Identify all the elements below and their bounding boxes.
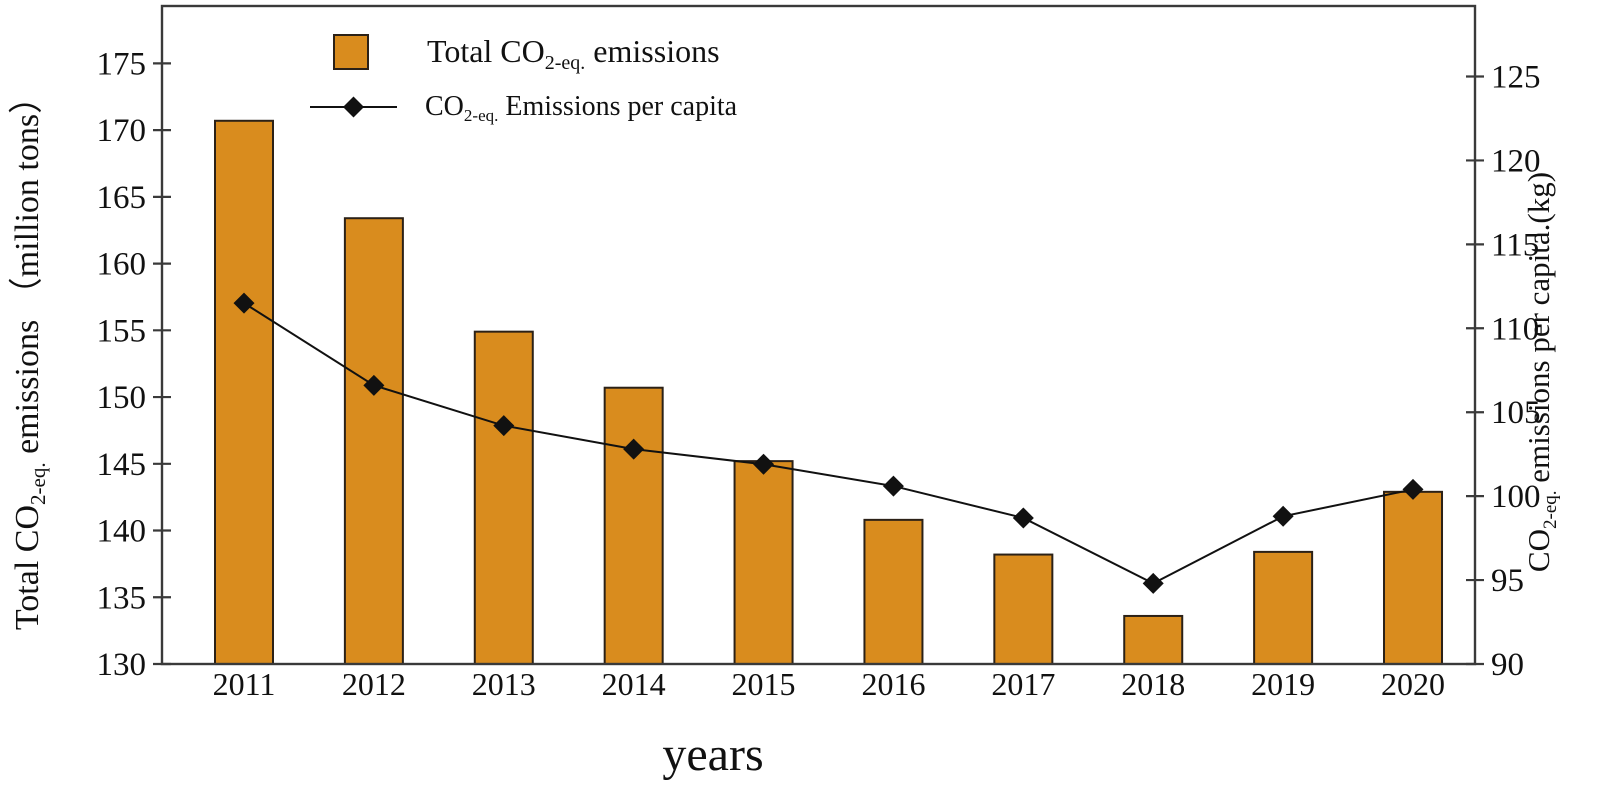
year-label-2015: 2015: [732, 666, 796, 702]
bar-2019: [1253, 550, 1314, 665]
bar-2012: [343, 217, 404, 666]
year-label-2017: 2017: [991, 666, 1055, 702]
right-tick-label-125: 125: [1491, 60, 1541, 96]
line-marker-2019: [1272, 505, 1294, 527]
bar-2016: [863, 518, 924, 665]
legend: Total CO2-eq. emissions CO2-eq. Emissions…: [310, 33, 738, 125]
per-capita-line: [243, 302, 1414, 585]
axes-group: 130 135 140 145 150 155 160 165 170 175 90 95 100 105…: [97, 46, 1541, 702]
left-tick-label-145: 145: [97, 447, 147, 483]
line-marker-2014: [623, 438, 645, 460]
left-tick-label-150: 150: [97, 380, 147, 416]
plot-border: [160, 4, 1477, 666]
line-marker-2012: [363, 374, 385, 396]
right-tick-label-95: 95: [1491, 563, 1524, 599]
right-tick-label-100: 100: [1491, 479, 1541, 515]
left-tick-label-165: 165: [97, 180, 147, 216]
line-marker-2013: [493, 415, 515, 437]
x-axis-title: years: [662, 728, 763, 781]
bar-2013: [473, 330, 534, 665]
bar-2014: [603, 386, 664, 665]
year-label-2014: 2014: [602, 666, 666, 702]
year-label-2013: 2013: [472, 666, 536, 702]
line-marker-2016: [882, 475, 904, 497]
line-group: [233, 292, 1424, 594]
left-tick-label-170: 170: [97, 113, 147, 149]
line-marker-2020: [1402, 478, 1424, 500]
plot-frame: [160, 4, 1477, 666]
axis-titles-group: years Total CO2-eq. emissions （million t…: [8, 80, 1561, 781]
legend-line-label: CO2-eq. Emissions per capita: [425, 91, 738, 125]
year-label-2016: 2016: [861, 666, 925, 702]
line-marker-2011: [233, 292, 255, 314]
year-label-2011: 2011: [213, 666, 276, 702]
bar-2017: [993, 553, 1054, 666]
left-axis-title: Total CO2-eq. emissions （million tons）: [8, 80, 50, 630]
right-axis-title: CO2-eq. emissions per capita.(kg): [1521, 172, 1561, 572]
bar-2011: [214, 119, 274, 665]
line-marker-2018: [1142, 572, 1164, 594]
bars-group: [214, 119, 1444, 666]
bar-2015: [733, 460, 794, 665]
left-tick-label-140: 140: [97, 514, 147, 550]
year-label-2018: 2018: [1121, 666, 1185, 702]
left-tick-label-160: 160: [97, 247, 147, 283]
bar-2018: [1123, 614, 1184, 665]
bar-2020: [1383, 490, 1444, 665]
left-tick-label-155: 155: [97, 313, 147, 349]
year-label-2012: 2012: [342, 666, 406, 702]
legend-line-marker: [343, 96, 364, 118]
right-tick-label-90: 90: [1491, 647, 1524, 683]
line-marker-2015: [753, 453, 775, 475]
right-tick-label-110: 110: [1491, 311, 1539, 347]
left-tick-label-135: 135: [97, 580, 147, 616]
right-tick-label-120: 120: [1491, 143, 1541, 179]
right-tick-label-115: 115: [1491, 227, 1539, 263]
legend-bar-label: Total CO2-eq. emissions: [427, 33, 720, 74]
year-label-2020: 2020: [1381, 666, 1445, 702]
right-tick-label-105: 105: [1491, 395, 1541, 431]
year-label-2019: 2019: [1251, 666, 1315, 702]
left-tick-label-130: 130: [97, 647, 147, 683]
left-tick-label-175: 175: [97, 46, 147, 82]
line-marker-2017: [1012, 507, 1034, 529]
legend-bar-swatch: [333, 34, 369, 70]
